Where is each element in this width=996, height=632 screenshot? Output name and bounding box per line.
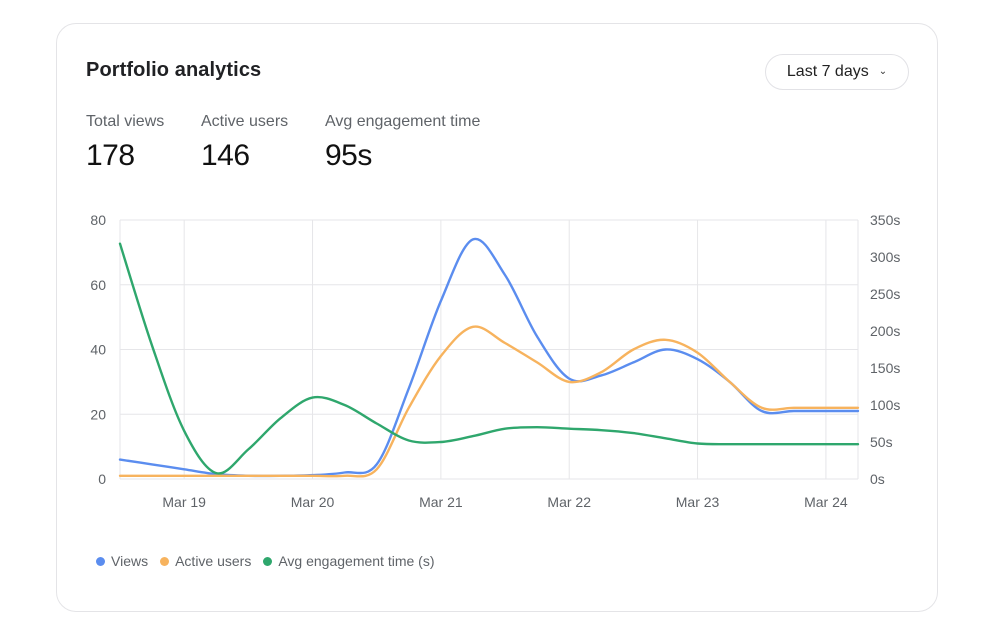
legend-label: Views xyxy=(111,553,149,569)
metric-active-users: Active users 146 xyxy=(201,113,288,173)
legend-label: Avg engagement time (s) xyxy=(278,553,435,569)
legend-item-engagement[interactable]: Avg engagement time (s) xyxy=(263,553,435,569)
metric-label: Avg engagement time xyxy=(325,113,481,130)
legend-dot xyxy=(160,556,170,566)
series-line-active-users xyxy=(118,325,860,478)
y-right-tick-label: 200s xyxy=(870,323,900,339)
metric-avg-engagement: Avg engagement time 95s xyxy=(325,113,480,173)
card-title: Portfolio analytics xyxy=(86,59,262,81)
x-tick-label: Mar 24 xyxy=(804,494,848,510)
y-left-tick-label: 20 xyxy=(90,406,106,422)
chart-legend: Views Active users Avg engagement time (… xyxy=(96,553,435,569)
chevron-down-icon: ⌄ xyxy=(878,65,888,77)
y-right-tick-label: 250s xyxy=(870,286,900,302)
y-left-tick-label: 80 xyxy=(90,212,106,228)
series-line-views xyxy=(118,237,860,478)
metric-value: 95s xyxy=(325,139,372,172)
legend-dot xyxy=(96,556,105,566)
y-right-tick-label: 300s xyxy=(870,249,900,265)
metric-value: 146 xyxy=(201,139,250,172)
y-left-tick-label: 40 xyxy=(90,342,106,358)
metric-label: Active users xyxy=(201,113,289,130)
x-tick-label: Mar 23 xyxy=(676,494,720,510)
x-tick-label: Mar 22 xyxy=(547,494,591,510)
legend-item-views[interactable]: Views xyxy=(96,553,148,569)
legend-dot xyxy=(263,556,273,566)
analytics-card xyxy=(56,23,938,612)
metric-label: Total views xyxy=(86,113,165,130)
date-range-dropdown[interactable]: Last 7 days ⌄ xyxy=(765,54,909,90)
series-line-avg-engagement-time-s xyxy=(118,242,860,475)
legend-item-active-users[interactable]: Active users xyxy=(160,553,251,569)
legend-label: Active users xyxy=(175,553,252,569)
date-range-label: Last 7 days xyxy=(786,63,869,80)
y-right-tick-label: 100s xyxy=(870,397,900,413)
x-tick-label: Mar 21 xyxy=(419,494,463,510)
metric-total-views: Total views 178 xyxy=(86,113,164,173)
y-right-tick-label: 50s xyxy=(870,434,893,450)
y-right-tick-label: 350s xyxy=(870,212,900,228)
y-left-tick-label: 0 xyxy=(98,471,106,487)
x-tick-label: Mar 20 xyxy=(291,494,335,510)
y-right-tick-label: 0s xyxy=(870,471,885,487)
y-right-tick-label: 150s xyxy=(870,360,900,376)
x-tick-label: Mar 19 xyxy=(162,494,206,510)
y-left-tick-label: 60 xyxy=(90,277,106,293)
metric-value: 178 xyxy=(86,139,135,172)
